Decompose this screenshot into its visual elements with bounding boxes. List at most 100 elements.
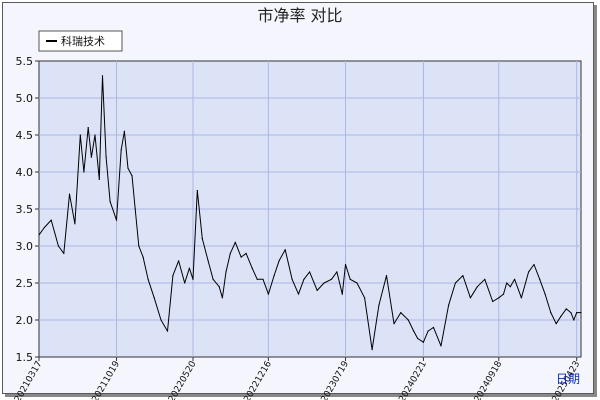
data-point [212,278,214,280]
data-point [573,319,575,321]
y-tick-label: 2.5 [16,277,34,290]
data-point [555,323,557,325]
data-point [550,312,552,314]
y-tick-label: 3.0 [16,240,34,253]
data-point [172,275,174,277]
y-tick-label: 4.0 [16,166,34,179]
data-point [115,219,118,221]
y-tick-label: 5.0 [16,92,34,105]
data-point [506,282,508,284]
y-tick-label: 3.5 [16,203,34,216]
data-point [278,260,280,262]
data-point [207,260,209,262]
data-point [349,278,351,280]
data-point [201,238,203,240]
x-tick-label: 20220520 [167,359,199,400]
data-point [323,282,325,284]
data-point [63,252,65,254]
data-point [476,286,478,288]
data-point [127,167,129,169]
data-point [297,293,300,295]
grid [39,61,581,357]
data-point [105,156,107,158]
data-point [378,304,380,306]
data-point [385,275,388,277]
data-point [218,286,220,288]
data-point [251,267,253,269]
data-point [50,219,52,221]
data-point [560,315,562,317]
data-point [544,293,546,295]
data-point [188,267,190,269]
data-point [432,326,435,328]
data-point [454,282,456,284]
data-point [462,275,464,277]
data-point [509,286,511,288]
data-point [492,300,494,303]
data-point [245,252,247,254]
data-point [147,278,149,280]
data-point [330,278,333,280]
y-tick-label: 2.0 [16,314,34,327]
data-point [570,312,572,314]
data-point [539,278,541,280]
data-point [196,189,198,192]
data-point [43,226,46,229]
y-axis: 1.5 2.0 2.5 3.0 3.5 4.0 4.5 5.0 5.5 [16,55,39,364]
data-point [393,323,395,325]
data-point [142,256,144,258]
data-point [229,252,231,254]
x-tick-label: 20230719 [320,359,352,400]
data-point [341,293,343,295]
x-tick-label: 20211019 [91,359,123,400]
data-point [90,156,92,158]
data-point [74,223,76,225]
data-point [364,297,366,299]
data-point [262,278,264,280]
data-point [267,293,269,295]
x-axis: 20210317 20211019 20220520 20221216 20230719… [13,357,582,400]
data-point [356,282,358,284]
data-point [240,256,242,258]
data-point [502,293,505,295]
data-point [417,337,419,340]
y-tick-label: 1.5 [16,351,34,364]
data-point [316,289,318,291]
data-point [413,330,415,332]
x-tick-label: 20240918 [473,359,505,400]
data-point [192,278,194,280]
legend-entry: 科瑞技术 [61,34,105,48]
y-tick-label: 5.5 [16,55,34,68]
data-point [131,175,133,177]
data-point [101,75,104,77]
data-point [178,260,180,262]
data-point [309,271,311,273]
data-point [225,271,227,273]
data-point [565,308,567,310]
x-tick-label: 20240221 [397,360,429,400]
data-point [400,312,402,314]
data-point [303,278,305,280]
x-tick-label: 20210317 [13,360,45,400]
data-point [514,278,516,280]
data-point [256,278,258,280]
data-point [166,330,169,332]
data-point [422,341,424,343]
data-point [448,304,450,306]
x-tick-label: 20221216 [242,359,274,400]
data-point [68,193,71,195]
y-tick-label: 4.5 [16,129,34,142]
data-point [38,234,40,236]
data-point [120,149,122,151]
data-point [344,263,347,266]
series-layer [38,75,582,351]
data-point [576,312,578,314]
x-axis-label: 日期 [556,372,580,386]
data-point [94,134,96,136]
data-point [291,278,293,280]
data-point [427,330,429,332]
data-point [160,319,162,321]
data-point [440,345,442,347]
data-point [484,278,486,280]
data-point [184,282,186,284]
